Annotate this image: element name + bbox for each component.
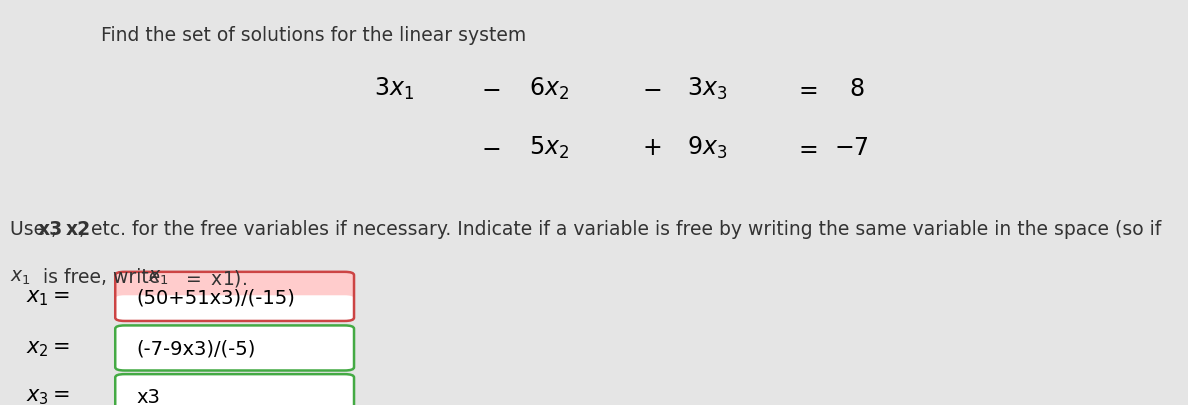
- Text: , etc. for the free variables if necessary. Indicate if a variable is free by wr: , etc. for the free variables if necessa…: [80, 220, 1162, 239]
- Text: $-$: $-$: [481, 136, 500, 160]
- Text: $x_1 =$: $x_1 =$: [26, 288, 70, 308]
- FancyBboxPatch shape: [115, 296, 354, 321]
- Text: x3: x3: [37, 220, 63, 239]
- Text: $=$ x1).: $=$ x1).: [176, 267, 247, 288]
- Text: (50+51x3)/(-15): (50+51x3)/(-15): [137, 288, 296, 307]
- Text: is free, write: is free, write: [37, 267, 166, 286]
- Text: $+$: $+$: [642, 136, 661, 160]
- Text: $8$: $8$: [849, 77, 865, 101]
- Text: $3x_1$: $3x_1$: [374, 76, 415, 102]
- FancyBboxPatch shape: [115, 374, 354, 405]
- Text: $9x_3$: $9x_3$: [687, 135, 727, 161]
- Text: $-$: $-$: [642, 77, 661, 101]
- Text: $5x_2$: $5x_2$: [529, 135, 569, 161]
- Text: $-$: $-$: [481, 77, 500, 101]
- Text: Use: Use: [10, 220, 51, 239]
- Text: $x_1$: $x_1$: [10, 267, 30, 286]
- Text: $3x_3$: $3x_3$: [687, 76, 727, 102]
- Text: $-7$: $-7$: [834, 136, 868, 160]
- Text: $x_1$: $x_1$: [148, 267, 169, 286]
- Text: (-7-9x3)/(-5): (-7-9x3)/(-5): [137, 339, 255, 358]
- Text: $x_3 =$: $x_3 =$: [26, 386, 70, 405]
- Text: x2: x2: [65, 220, 90, 239]
- Text: ,: ,: [51, 220, 63, 239]
- Text: $6x_2$: $6x_2$: [529, 76, 569, 102]
- Text: $x_2 =$: $x_2 =$: [26, 338, 70, 358]
- Text: x3: x3: [137, 387, 160, 405]
- Text: Find the set of solutions for the linear system: Find the set of solutions for the linear…: [101, 26, 526, 45]
- FancyBboxPatch shape: [115, 272, 354, 302]
- FancyBboxPatch shape: [115, 326, 354, 371]
- Text: $=$: $=$: [794, 136, 817, 160]
- Text: $=$: $=$: [794, 77, 817, 101]
